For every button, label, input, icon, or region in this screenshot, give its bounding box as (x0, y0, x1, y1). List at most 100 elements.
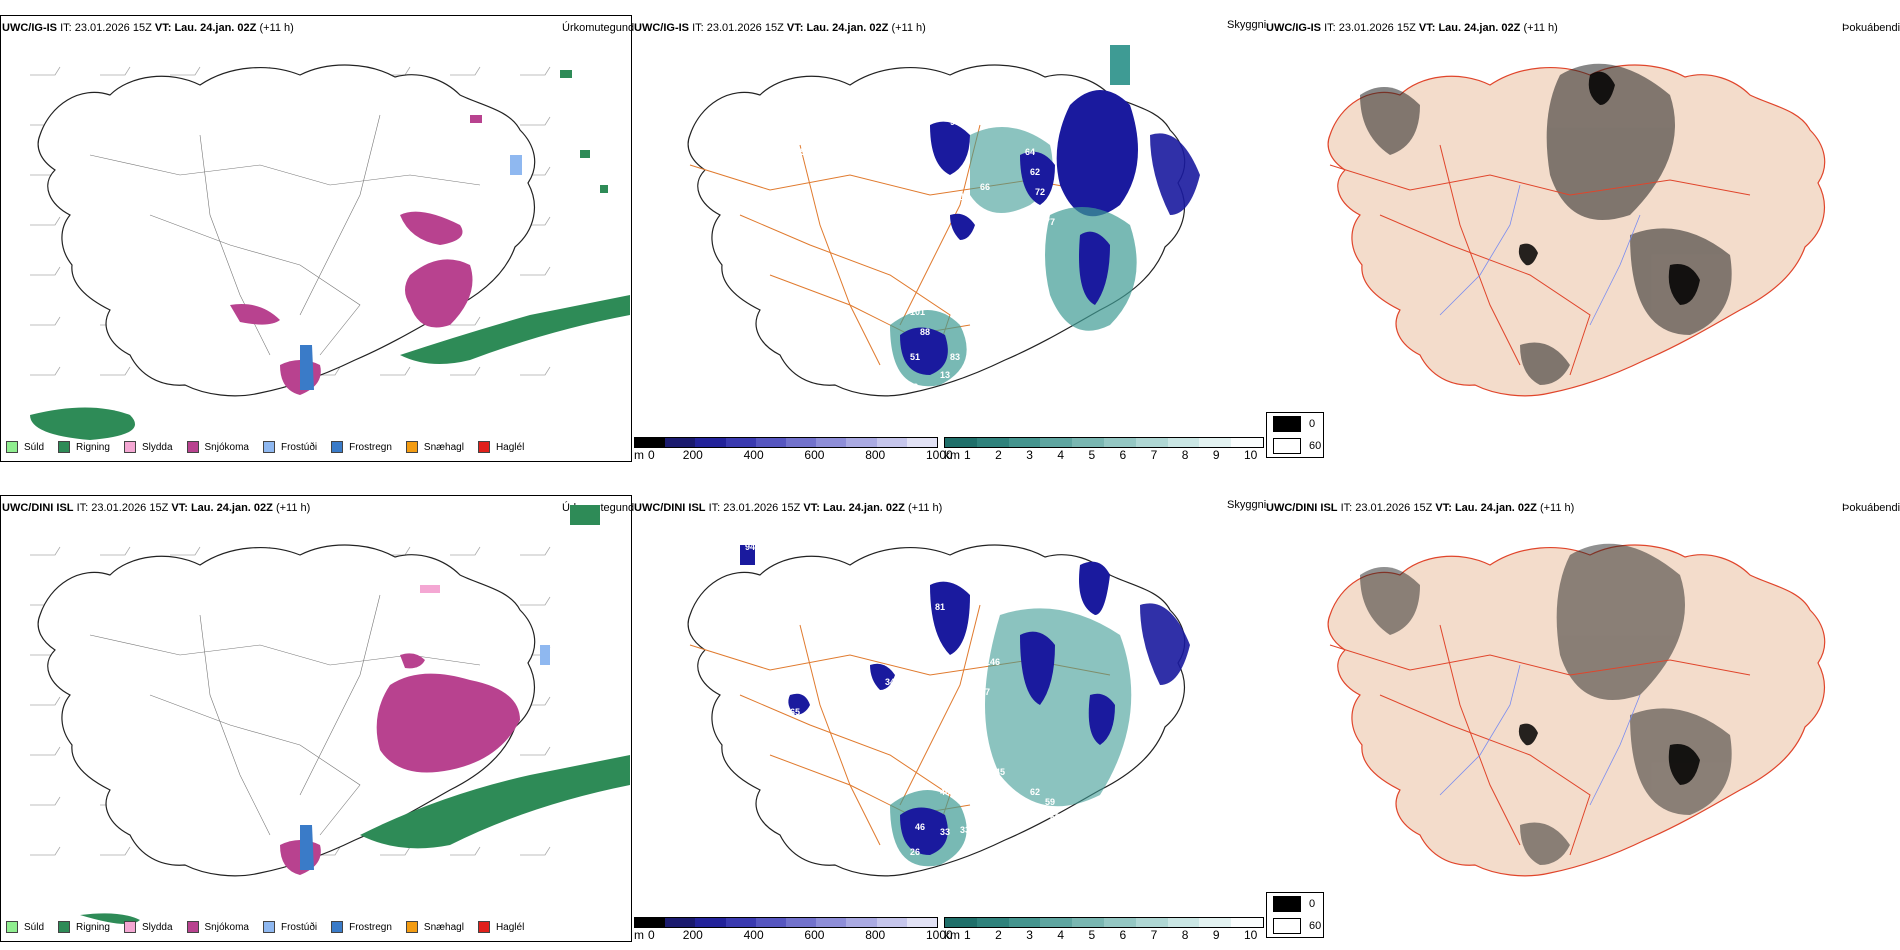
legend-item: Rigning (58, 441, 110, 453)
legend-item: Súld (6, 921, 44, 933)
rivers (1439, 184, 1641, 326)
legend-label: Haglél (495, 921, 525, 933)
vis-scale-m: 0 200 400 600 800 1000 (634, 437, 953, 462)
visibility-value-label: 155 (975, 592, 990, 602)
precip-areas (30, 70, 630, 440)
legend-swatch (58, 921, 71, 933)
legend-label: Rigning (76, 921, 110, 933)
legend-swatch (186, 441, 199, 453)
visibility-value-label: 83 (890, 187, 900, 197)
scale-tick-label: 3 (1026, 448, 1033, 462)
scale-tick-label: 6 (1119, 448, 1127, 462)
visibility-value-label: 84 (815, 162, 825, 172)
visibility-value-label: 132 (980, 92, 995, 102)
visibility-value-label: 26 (910, 847, 920, 857)
row-2: UWC/DINI ISL IT: 23.01.2026 15Z VT: Lau.… (0, 480, 1900, 950)
visibility-value-label: 34 (885, 677, 895, 687)
visibility-value-label: 33 (960, 825, 970, 835)
vis-scale-m-ticks: 0 200 400 600 800 1000 (634, 928, 953, 942)
visibility-value-label: 56 (880, 837, 890, 847)
scale-tick-label: 600 (804, 928, 825, 942)
legend-swatch (405, 921, 418, 933)
roads (89, 594, 481, 836)
scale-tick-label: 800 (865, 448, 886, 462)
scale-tick-label: 10 (1244, 448, 1258, 462)
legend-label: Slydda (141, 441, 173, 453)
vis-scale-km-ticks: 1 2 3 4 5 6 7 8 9 10 (944, 448, 1264, 462)
legend-item: Frostregn (331, 441, 392, 453)
visibility-value-label: 82 (865, 167, 875, 177)
visibility-value-label: 96 (825, 637, 835, 647)
visibility-value-label: 64 (1025, 147, 1035, 157)
visibility-value-label: 23 (970, 237, 980, 247)
cloud-legend: 0 60 (1266, 412, 1324, 458)
scale-tick-label: 5 (1088, 928, 1096, 942)
scale-tick-label: 400 (743, 448, 764, 462)
legend-label: Snæhagl (423, 441, 464, 453)
visibility-value-label: 69 (1050, 812, 1060, 822)
legend-swatch (6, 921, 18, 933)
visibility-value-label: 89 (840, 182, 850, 192)
legend-swatch (477, 441, 490, 453)
visibility-value-label: 45 (995, 767, 1005, 777)
scale-tick-label: 4 (1057, 448, 1065, 462)
legend-item: Snjókoma (186, 441, 249, 453)
legend-item: Súld (6, 441, 44, 453)
legend-item: Frostregn (331, 921, 392, 933)
scale-tick-label: 1000 (926, 928, 953, 942)
scale-tick-label: 9 (1212, 448, 1220, 462)
vis-scale-km-unit: km (944, 928, 960, 942)
roads (1329, 144, 1751, 376)
visibility-value-label: 105 (790, 147, 805, 157)
legend-item: Slydda (123, 441, 173, 453)
scale-tick-label: 3 (1026, 928, 1033, 942)
legend-label: Súld (24, 441, 45, 453)
visibility-value-label: 510 (950, 712, 965, 722)
scale-tick-label: 200 (682, 928, 703, 942)
visibility-value-label: 143 (770, 737, 785, 747)
scale-tick-label: 0 (648, 928, 655, 942)
rivers (1439, 664, 1641, 806)
visibility-value-label: 62 (1030, 787, 1040, 797)
visibility-value-label: 217 (955, 192, 970, 202)
row-1: UWC/IG-IS IT: 23.01.2026 15Z VT: Lau. 24… (0, 0, 1900, 470)
legend-label: Slydda (141, 921, 173, 933)
legend-item: Frostúði (262, 441, 318, 453)
scale-tick-label: 4 (1057, 928, 1065, 942)
legend-item: Frostúði (262, 921, 317, 933)
visibility-value-label: 114 (895, 652, 910, 662)
vis-scale-km: 1 2 3 4 5 6 7 8 9 10 (944, 437, 1264, 462)
cloud-shades (1360, 63, 1732, 385)
roads (89, 114, 481, 356)
visibility-value-label: 73 (880, 375, 890, 385)
legend-swatch (331, 441, 344, 453)
scale-tick-label: 9 (1212, 928, 1220, 942)
cloud-title: Þokuábendi (1842, 22, 1900, 34)
visibility-value-label: 81 (935, 602, 945, 612)
legend-swatch (6, 441, 18, 453)
legend-swatch (186, 921, 199, 933)
legend-label: Frostregn (349, 441, 392, 453)
legend-label: Frostúði (280, 441, 318, 453)
visibility-value-label: 146 (985, 657, 1000, 667)
visibility-title: Skyggni (1227, 19, 1267, 31)
scale-tick-label: 5 (1088, 448, 1096, 462)
visibility-value-label: 18 (875, 395, 885, 405)
cloud-dark-spots (1518, 723, 1700, 785)
visibility-value-label: 13 (940, 370, 950, 380)
precip-header: UWC/IG-IS IT: 23.01.2026 15Z VT: Lau. 24… (2, 22, 294, 34)
visibility-value-label: 33 (940, 827, 950, 837)
precip-map-frame (0, 15, 632, 462)
cloud-shades (1360, 543, 1732, 865)
scale-tick-label: 7 (1150, 448, 1158, 462)
visibility-value-label: 119 (820, 137, 835, 147)
scale-tick-label: 2 (995, 928, 1002, 942)
legend-label: Frostregn (349, 921, 392, 933)
scale-tick-label: 1 (964, 928, 971, 942)
legend-item: Slydda (123, 921, 173, 933)
visibility-value-label: 91 (905, 737, 915, 747)
visibility-value-label: 67 (980, 687, 990, 697)
scale-tick-label: 1 (964, 448, 971, 462)
visibility-value-label: 28 (908, 382, 918, 392)
